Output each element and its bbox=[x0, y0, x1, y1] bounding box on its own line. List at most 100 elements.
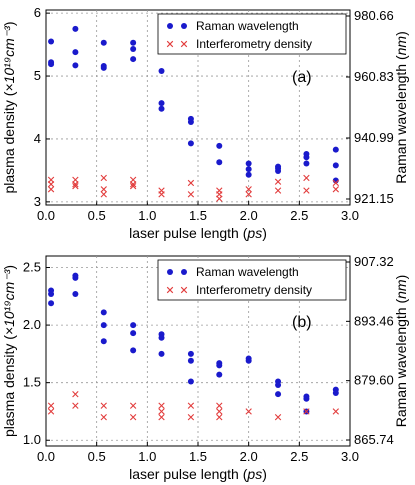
panel-a-raman-point bbox=[130, 56, 137, 63]
panel-b-raman-point bbox=[275, 391, 282, 398]
panel-a-raman-point bbox=[332, 146, 339, 153]
panel-b-x-tick-label: 0.0 bbox=[37, 449, 55, 464]
panel-a-interferometry-point bbox=[129, 182, 137, 190]
panel-b-y2-tick-label: 907.32 bbox=[354, 254, 394, 269]
panel-b-raman-point bbox=[100, 338, 107, 345]
panel-b-legend-box bbox=[157, 259, 347, 301]
panel-b-raman-point bbox=[48, 291, 55, 297]
panel-b-legend-interferometry-marker bbox=[180, 286, 188, 294]
panel-a-raman-point bbox=[48, 61, 55, 68]
panel-b-y-axis-label-text: plasma density ( bbox=[1, 335, 17, 437]
panel-a-raman-point bbox=[100, 39, 107, 46]
panel-b-y2-axis-label-close: ) bbox=[393, 275, 409, 280]
panel-a-interferometry-point bbox=[100, 174, 107, 182]
panel-a-interferometry-point bbox=[187, 179, 195, 187]
panel-b-raman-point bbox=[187, 378, 194, 385]
panel-b-interferometry-point bbox=[216, 402, 223, 409]
panel-b-legend: Raman wavelength Interferometry density bbox=[157, 259, 347, 301]
panel-b-y2-tick-label: 865.74 bbox=[354, 432, 394, 447]
panel-a-x-axis-label: laser pulse length (ps) bbox=[129, 225, 267, 241]
panel-a-interferometry-point bbox=[187, 191, 195, 198]
panel-a-y2-tick-label: 940.99 bbox=[354, 130, 394, 145]
panel-a-legend: Raman wavelength Interferometry density bbox=[157, 13, 347, 55]
panel-a-label: (a) bbox=[292, 69, 312, 86]
panel-a-interferometry-point bbox=[47, 181, 55, 188]
panel-a-x-tick-label: 0.5 bbox=[88, 208, 106, 223]
panel-a-raman-point bbox=[332, 162, 339, 169]
panel-b-interferometry-point bbox=[100, 402, 107, 409]
panel-b-raman-point bbox=[100, 309, 107, 316]
panel-a-x-tick-label: 2.5 bbox=[290, 208, 308, 223]
panel-b-interferometry-point bbox=[245, 408, 252, 415]
panel-b-y2-tick-label: 879.60 bbox=[354, 373, 394, 388]
panel-b-raman-point bbox=[332, 390, 339, 397]
panel-b-raman-point bbox=[158, 334, 165, 341]
panel-a-x-tick-label: 1.5 bbox=[189, 208, 207, 223]
panel-a-y-axis-label-close: ) bbox=[1, 22, 17, 27]
panel-a-raman-point bbox=[187, 140, 194, 147]
panel-a-interferometry-point bbox=[303, 174, 310, 182]
panel-b-raman-point bbox=[216, 371, 223, 378]
panel-b-y-axis-label-unit: ×10¹⁹cm⁻³ bbox=[1, 269, 17, 335]
panel-b-x-tick-label: 1.0 bbox=[138, 449, 156, 464]
panel-a-x-axis-label-unit: ps bbox=[246, 225, 262, 241]
panel-b-series-raman bbox=[48, 272, 339, 415]
panel-b-interferometry-point bbox=[332, 408, 340, 415]
panel-a-y-axis-label: plasma density (×10¹⁹cm⁻³) bbox=[1, 22, 17, 194]
panel-a-raman-point bbox=[245, 166, 252, 173]
panel-b-x-tick-label: 2.0 bbox=[240, 449, 258, 464]
panel-a-y2-tick-label: 960.83 bbox=[354, 69, 394, 84]
panel-a-raman-point bbox=[216, 159, 223, 166]
panel-a-y-tick-label: 6 bbox=[34, 5, 41, 20]
panel-b-x-axis-label-close: ) bbox=[262, 466, 267, 482]
panel-b-raman-point bbox=[303, 395, 310, 402]
panel-a-legend-label: Interferometry density bbox=[196, 37, 312, 51]
panel-b-interferometry-point bbox=[129, 402, 137, 409]
panel-a-interferometry-point bbox=[274, 178, 282, 185]
panel-a-x-tick-label: 3.0 bbox=[341, 208, 359, 223]
panel-b-series-interferometry bbox=[47, 390, 340, 421]
panel-a-raman-point bbox=[100, 64, 107, 71]
panel-a-y2-tick-label: 980.66 bbox=[354, 8, 394, 23]
panel-a-series-interferometry bbox=[47, 174, 340, 202]
panel-a-legend-interferometry-marker bbox=[166, 40, 174, 48]
panel-b-x-tick-label: 0.5 bbox=[88, 449, 106, 464]
panel-b-raman-point bbox=[275, 381, 282, 388]
panel-b-raman-point bbox=[48, 300, 55, 307]
panel-a-interferometry-point bbox=[245, 191, 252, 198]
panel-b-interferometry-point bbox=[303, 408, 310, 415]
panel-b-interferometry-point bbox=[72, 390, 79, 398]
panel-b-interferometry-point bbox=[72, 402, 79, 409]
panel-a-interferometry-point bbox=[72, 181, 79, 188]
panel-a-legend-interferometry-marker bbox=[180, 40, 188, 48]
panel-a-raman-point bbox=[72, 25, 79, 32]
panel-b-legend-raman-marker bbox=[181, 269, 187, 275]
panel-a-interferometry-point bbox=[332, 179, 340, 187]
panel-a-interferometry-point bbox=[245, 186, 252, 193]
panel-b-raman-point bbox=[100, 322, 107, 329]
panel-b-legend-raman-marker bbox=[167, 269, 173, 275]
panel-a-raman-point bbox=[130, 39, 137, 46]
panel-a-interferometry-point bbox=[216, 195, 223, 202]
panel-b-x-axis-label-unit: ps bbox=[246, 466, 262, 482]
panel-a-raman-point bbox=[158, 105, 165, 112]
panel-b-interferometry-point bbox=[158, 414, 165, 421]
panel-a-interferometry-point bbox=[158, 191, 165, 198]
panel-b-y2-axis-label-unit: nm bbox=[393, 279, 409, 299]
panel-b-interferometry-point bbox=[158, 402, 165, 409]
panel-a-interferometry-point bbox=[303, 187, 310, 194]
panel-a: 0.0 0.5 1.0 1.5 2.0 2.5 3.0 3 4 5 6 921.15 940.99 960… bbox=[34, 5, 394, 223]
panel-a-y-axis-label-text: plasma density ( bbox=[1, 91, 17, 193]
panel-a-interferometry-point bbox=[100, 191, 107, 198]
panel-b-raman-point bbox=[158, 350, 165, 357]
panel-b-raman-point bbox=[72, 291, 79, 297]
panel-b-y2-tick-label: 893.46 bbox=[354, 313, 394, 328]
panel-b-interferometry-point bbox=[129, 414, 137, 421]
panel-a-raman-point bbox=[72, 49, 79, 56]
panel-a-raman-point bbox=[303, 160, 310, 167]
panel-b-y-tick-label: 2.0 bbox=[23, 317, 41, 332]
panel-a-x-tick-label: 0.0 bbox=[37, 208, 55, 223]
panel-b-raman-point bbox=[245, 357, 252, 364]
panel-a-y2-tick-label: 921.15 bbox=[354, 191, 394, 206]
